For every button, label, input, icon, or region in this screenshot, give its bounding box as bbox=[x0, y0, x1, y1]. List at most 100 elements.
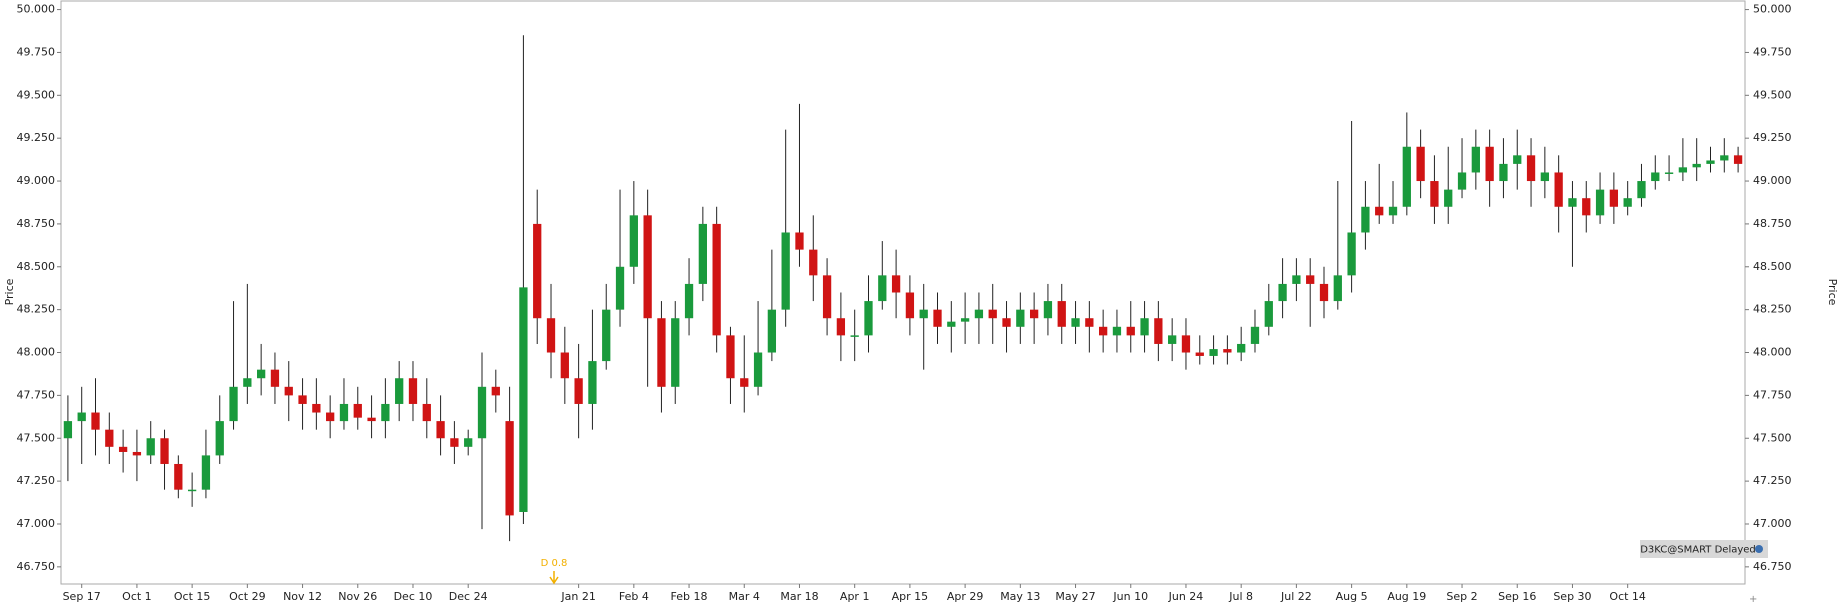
candle-body bbox=[891, 275, 901, 293]
candle-body bbox=[353, 403, 362, 418]
candle-body bbox=[477, 386, 487, 439]
y2-tick-label: 47.750 bbox=[1753, 388, 1792, 401]
candle-body bbox=[1057, 301, 1066, 327]
candle-body bbox=[643, 215, 652, 319]
expand-icon[interactable]: + bbox=[1749, 594, 1757, 605]
candle-body bbox=[118, 446, 128, 452]
candle-body bbox=[947, 321, 956, 327]
candle-body bbox=[174, 463, 183, 490]
candle-body bbox=[408, 378, 418, 404]
candle-body bbox=[243, 378, 252, 387]
x-tick-label: Jul 22 bbox=[1280, 590, 1312, 603]
y2-tick-label: 49.000 bbox=[1753, 174, 1792, 187]
candle-body bbox=[1457, 172, 1467, 190]
candle-body bbox=[1651, 172, 1660, 182]
candle-body bbox=[1237, 343, 1246, 353]
candle-body bbox=[1513, 155, 1522, 164]
candle-body bbox=[546, 318, 556, 353]
candle-body bbox=[1016, 309, 1025, 327]
dividend-annotation: D 0.8 bbox=[541, 558, 568, 569]
x-tick-label: Mar 18 bbox=[780, 590, 818, 603]
candle-body bbox=[740, 378, 749, 387]
candle-body bbox=[836, 318, 846, 336]
candle-body bbox=[1609, 189, 1619, 207]
candle-body bbox=[381, 403, 390, 422]
x-tick-label: Jun 10 bbox=[1112, 590, 1148, 603]
y-tick-label: 46.750 bbox=[17, 560, 56, 573]
candle-body bbox=[326, 412, 335, 422]
y-tick-label: 47.750 bbox=[17, 388, 56, 401]
candle-body bbox=[464, 438, 473, 447]
candle-body bbox=[1209, 349, 1218, 356]
x-tick-label: Apr 29 bbox=[947, 590, 984, 603]
y2-tick-label: 48.500 bbox=[1753, 260, 1792, 273]
badge-icon[interactable] bbox=[1755, 545, 1763, 553]
candle-body bbox=[367, 417, 376, 422]
x-tick-label: Feb 4 bbox=[619, 590, 649, 603]
candle-body bbox=[1733, 155, 1743, 164]
candle-body bbox=[105, 429, 114, 447]
candle-body bbox=[1554, 172, 1563, 207]
dividend-arrow bbox=[549, 571, 559, 585]
y2-tick-label: 49.750 bbox=[1753, 45, 1792, 58]
x-tick-label: Mar 4 bbox=[729, 590, 760, 603]
candle-body bbox=[1154, 318, 1163, 344]
candle-body bbox=[1637, 181, 1646, 199]
plot-frame bbox=[60, 0, 1746, 585]
badge-box bbox=[1640, 540, 1768, 558]
candle-body bbox=[298, 395, 307, 404]
y-tick-label: 48.500 bbox=[17, 260, 56, 273]
candle-body bbox=[1306, 275, 1315, 284]
x-tick-label: Dec 24 bbox=[449, 590, 488, 603]
candle-body bbox=[395, 378, 404, 404]
candle-body bbox=[257, 369, 266, 379]
candle-body bbox=[1264, 301, 1273, 327]
y2-tick-label: 49.250 bbox=[1753, 131, 1792, 144]
candle-body bbox=[1347, 232, 1356, 276]
candle-body bbox=[1499, 163, 1508, 182]
candle-body bbox=[63, 421, 73, 439]
x-tick-label: Sep 30 bbox=[1553, 590, 1591, 603]
candle-body bbox=[1333, 275, 1342, 302]
candle-body bbox=[629, 215, 638, 267]
x-tick-label: Sep 16 bbox=[1498, 590, 1536, 603]
candle-body bbox=[1250, 326, 1260, 344]
x-tick-label: Oct 29 bbox=[229, 590, 266, 603]
candle-body bbox=[850, 335, 859, 337]
candle-body bbox=[160, 438, 169, 464]
x-tick-label: Sep 2 bbox=[1446, 590, 1477, 603]
candle-body bbox=[1140, 318, 1149, 336]
y2-tick-label: 47.500 bbox=[1753, 431, 1792, 444]
candle-body bbox=[132, 451, 142, 456]
candle-body bbox=[450, 438, 459, 447]
candle-body bbox=[1623, 198, 1632, 207]
y2-tick-label: 47.250 bbox=[1753, 474, 1792, 487]
candle-body bbox=[1471, 146, 1480, 173]
candle-body bbox=[1071, 318, 1080, 327]
candle-body bbox=[615, 266, 625, 310]
candle-body bbox=[1181, 335, 1191, 353]
candle-body bbox=[91, 412, 100, 430]
candle-body bbox=[1126, 326, 1135, 336]
y-tick-label: 47.250 bbox=[17, 474, 56, 487]
y-tick-label: 49.250 bbox=[17, 131, 56, 144]
x-tick-label: Apr 1 bbox=[840, 590, 870, 603]
candle-body bbox=[684, 283, 694, 319]
candle-body bbox=[146, 438, 155, 456]
candle-body bbox=[1526, 155, 1536, 182]
y2-tick-label: 47.000 bbox=[1753, 517, 1792, 530]
candle-body bbox=[1485, 146, 1494, 182]
candle-body bbox=[1664, 172, 1674, 174]
candle-body bbox=[671, 318, 680, 387]
x-tick-label: Oct 1 bbox=[122, 590, 152, 603]
x-tick-label: Aug 5 bbox=[1336, 590, 1368, 603]
x-tick-label: Jun 24 bbox=[1168, 590, 1204, 603]
candle-body bbox=[560, 352, 569, 379]
candle-body bbox=[809, 249, 818, 276]
x-tick-label: Feb 18 bbox=[671, 590, 708, 603]
candle-body bbox=[1112, 326, 1122, 336]
candle-body bbox=[864, 301, 873, 336]
candle-body bbox=[1099, 326, 1108, 336]
candle-body bbox=[201, 455, 211, 490]
candle-body bbox=[781, 232, 790, 310]
